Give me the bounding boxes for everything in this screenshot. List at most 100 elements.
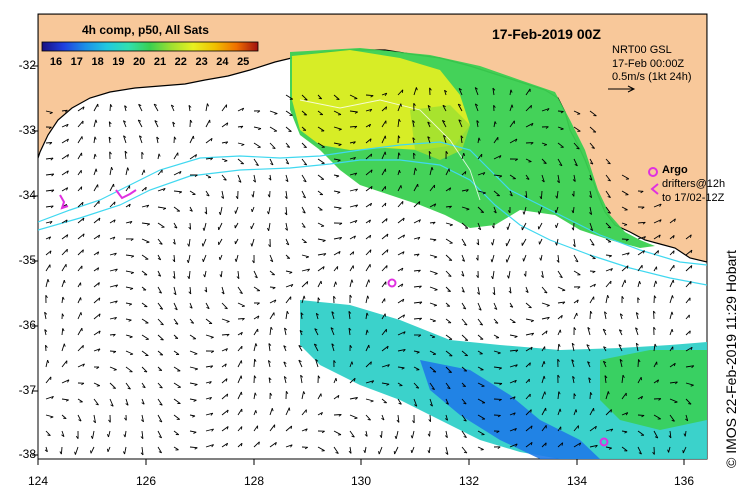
y-tick-label: -38 (18, 447, 36, 461)
velocity-arrow (253, 158, 259, 166)
velocity-arrowhead (386, 249, 389, 253)
velocity-arrowhead (303, 295, 306, 299)
velocity-arrow (269, 424, 276, 432)
velocity-arrowhead (333, 360, 336, 364)
velocity-arrow (509, 138, 518, 144)
velocity-arrow (125, 302, 132, 305)
velocity-arrow (474, 103, 479, 112)
velocity-arrow (189, 382, 198, 385)
velocity-arrowhead (82, 106, 85, 110)
velocity-arrow (605, 295, 609, 304)
velocity-arrow (285, 444, 293, 448)
velocity-arrow (525, 332, 534, 336)
velocity-arrowhead (531, 332, 535, 336)
velocity-arrowhead (480, 449, 484, 451)
velocity-arrow (235, 238, 239, 245)
velocity-arrow (586, 344, 591, 352)
velocity-arrow (109, 167, 112, 176)
velocity-arrow (221, 333, 230, 336)
velocity-arrowhead (427, 136, 431, 139)
velocity-arrow (493, 174, 502, 177)
velocity-arrowhead (604, 375, 608, 379)
velocity-arrowhead (545, 442, 547, 446)
velocity-arrow (349, 125, 357, 128)
velocity-arrow (682, 446, 687, 454)
velocity-arrow (333, 142, 342, 145)
velocity-arrowhead (577, 286, 581, 289)
velocity-arrow (477, 446, 484, 450)
velocity-arrow (509, 302, 514, 308)
velocity-arrow (669, 279, 674, 288)
velocity-arrow (268, 222, 271, 231)
velocity-arrowhead (241, 318, 245, 321)
velocity-arrow (125, 350, 134, 355)
velocity-arrowhead (657, 379, 660, 383)
velocity-arrow (93, 348, 101, 352)
velocity-arrowhead (447, 290, 451, 292)
velocity-arrowhead (427, 433, 430, 437)
velocity-arrow (301, 174, 307, 183)
velocity-arrowhead (638, 359, 641, 363)
velocity-arrow (125, 270, 134, 274)
velocity-arrow (669, 381, 678, 384)
velocity-arrowhead (348, 327, 352, 331)
velocity-arrowhead (98, 217, 101, 222)
velocity-arrow (61, 138, 69, 144)
velocity-arrow (589, 142, 595, 149)
velocity-arrow (461, 302, 467, 310)
velocity-arrow (525, 174, 530, 180)
velocity-arrowhead (498, 367, 502, 370)
velocity-arrow (445, 187, 451, 192)
velocity-arrowhead (610, 428, 614, 432)
velocity-arrow (445, 205, 452, 208)
velocity-arrowhead (466, 189, 469, 193)
velocity-arrowhead (202, 258, 204, 262)
velocity-arrowhead (588, 377, 592, 381)
velocity-arrowhead (398, 402, 402, 405)
velocity-arrowhead (204, 289, 208, 293)
velocity-arrow (445, 168, 450, 176)
velocity-arrow (60, 446, 63, 455)
velocity-arrow (458, 119, 463, 128)
sst-patch-green-se (600, 350, 707, 430)
velocity-arrow (141, 270, 148, 276)
velocity-arrowhead (571, 227, 574, 231)
velocity-arrow (189, 135, 194, 144)
velocity-arrow (235, 254, 239, 262)
velocity-arrow (285, 190, 288, 199)
velocity-arrow (428, 446, 431, 454)
velocity-arrow (525, 122, 534, 128)
velocity-arrowhead (627, 252, 630, 256)
velocity-arrowhead (314, 343, 318, 346)
velocity-arrow (589, 190, 593, 198)
velocity-arrowhead (497, 446, 501, 449)
velocity-arrow (237, 442, 243, 448)
velocity-arrowhead (402, 349, 406, 352)
velocity-arrow (313, 343, 319, 352)
velocity-arrow (477, 222, 482, 230)
velocity-arrow (445, 366, 452, 373)
velocity-arrow (573, 312, 578, 320)
velocity-arrowhead (556, 259, 560, 263)
velocity-arrow (284, 327, 287, 336)
velocity-arrowhead (234, 210, 237, 214)
velocity-arrow (605, 428, 613, 432)
velocity-arrowhead (371, 380, 375, 384)
velocity-arrowhead (513, 412, 516, 416)
velocity-arrow (301, 238, 307, 243)
velocity-arrowhead (418, 285, 422, 289)
colorbar-tick-label: 20 (133, 56, 146, 68)
velocity-arrowhead (445, 150, 449, 154)
velocity-arrow (93, 234, 100, 240)
velocity-arrow (269, 254, 274, 262)
velocity-arrowhead (284, 227, 288, 231)
velocity-arrow (555, 222, 559, 228)
velocity-arrowhead (544, 291, 548, 294)
velocity-arrowhead (67, 379, 70, 383)
velocity-arrowhead (122, 451, 126, 455)
velocity-arrowhead (300, 374, 304, 378)
velocity-arrow (445, 398, 449, 405)
velocity-arrowhead (172, 276, 176, 279)
velocity-arrowhead (522, 258, 525, 262)
velocity-arrowhead (637, 297, 640, 301)
